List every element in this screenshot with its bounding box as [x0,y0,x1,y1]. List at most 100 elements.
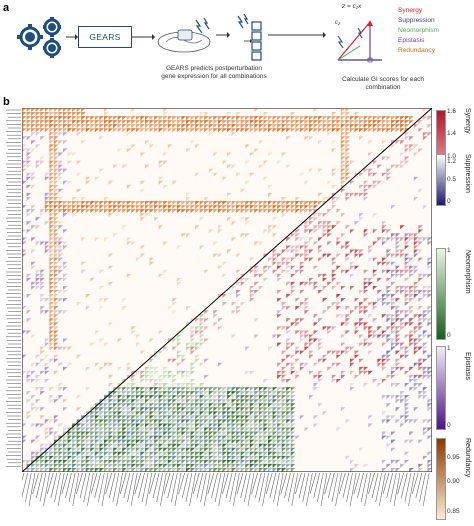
heatmap-cell [208,447,214,452]
heatmap-cell [204,395,209,400]
heatmap-cell [277,120,282,125]
heatmap-cell [345,269,350,274]
heatmap-cell [117,395,123,400]
heatmap-cell [400,225,405,230]
heatmap-cell [81,112,86,117]
heatmap-cell [318,257,323,262]
heatmap-cell [272,439,278,444]
heatmap-cell [304,221,309,226]
heatmap-cell [395,233,401,238]
heatmap-cell [336,221,341,226]
heatmap-cell [368,350,373,355]
heatmap-cell [53,196,59,202]
heatmap-cell [181,387,186,392]
heatmap-cell [195,407,200,412]
heatmap-cell [290,391,296,396]
heatmap-cell [204,387,209,392]
heatmap-cell [245,435,250,440]
heatmap-cell [427,124,432,129]
heatmap-cell [231,407,237,412]
heatmap-cell [350,285,355,290]
heatmap-cell [149,395,155,400]
heatmap-cell [76,443,82,448]
heatmap-cell [418,249,423,254]
heatmap-cell [290,443,296,448]
heatmap-cell [240,407,246,412]
heatmap-cell [195,411,200,416]
heatmap-cell [354,350,360,355]
heatmap-cell [231,463,237,468]
heatmap-cell [40,407,45,412]
heatmap-cell [195,431,200,436]
heatmap-cell [409,269,414,274]
heatmap-cell [113,403,118,408]
heatmap-cell [63,168,68,173]
heatmap-cell [286,463,291,468]
heatmap-cell [413,249,419,254]
heatmap-cell [391,233,396,238]
heatmap-cell [249,152,255,157]
heatmap-cell [40,108,45,113]
heatmap-cell [154,455,159,460]
heatmap-cell [263,378,268,384]
heatmap-cell [281,116,287,121]
heatmap-cell [154,354,159,359]
heatmap-cell [94,463,100,468]
heatmap-cell [154,201,159,206]
heatmap-cell [277,370,282,375]
heatmap-cell [204,124,209,129]
heatmap-cell [186,431,191,436]
heatmap-cell [49,269,54,274]
heatmap-cell [49,241,54,246]
heatmap-cell [53,302,59,307]
heatmap-cell [49,136,54,141]
heatmap-cell [172,374,177,379]
heatmap-cell [181,403,186,408]
heatmap-cell [76,120,82,125]
heatmap-cell [99,423,104,428]
heatmap-cell [290,342,296,347]
heatmap-cell [281,152,287,157]
heatmap-cell [281,407,287,412]
heatmap-cell [99,459,104,464]
heatmap-cell [122,411,127,416]
heatmap-cell [122,403,127,408]
heatmap-cell [99,403,104,408]
heatmap-cell [281,306,287,311]
heatmap-cell [186,447,191,452]
heatmap-cell [49,144,54,149]
heatmap-cell [149,128,155,133]
heatmap-cell [245,419,250,424]
heatmap-cell [122,298,127,303]
heatmap-cell [172,346,177,351]
heatmap-cell [400,415,405,420]
heatmap-cell [117,427,123,432]
heatmap-cell [404,302,410,307]
heatmap-cell [199,427,205,432]
column-tick [236,472,244,495]
heatmap-cell [90,116,95,121]
heatmap-cell [222,128,227,133]
heatmap-cell [222,395,227,400]
heatmap-cell [258,411,264,416]
heatmap-cell [204,451,209,456]
heatmap-cell [254,455,259,460]
heatmap-cell [76,112,82,117]
heatmap-cell [313,241,319,246]
heatmap-cell [145,419,150,424]
heatmap-cell [122,225,127,230]
heatmap-cell [190,391,196,396]
heatmap-cell [281,443,287,448]
column-tick [105,472,112,495]
heatmap-cell [145,467,150,472]
heatmap-cell [190,346,196,351]
heatmap-cell [122,209,127,214]
heatmap-cell [395,419,401,424]
heatmap-cell [199,245,205,250]
heatmap-cell [281,439,287,444]
heatmap-cell [254,290,259,295]
heatmap-cell [245,423,250,428]
heatmap-cell [40,213,45,218]
heatmap-cell [204,326,209,331]
heatmap-cell [286,338,291,343]
